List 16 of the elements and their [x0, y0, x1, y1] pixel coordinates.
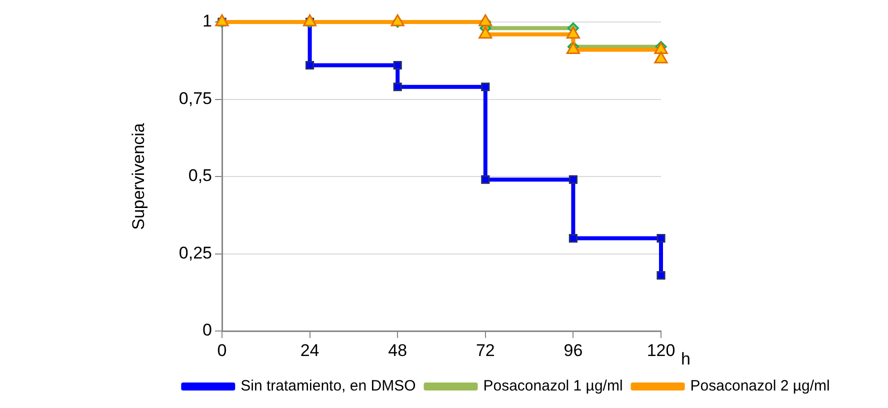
y-axis-title: Supervivencia	[128, 122, 148, 230]
x-tick-label: 24	[300, 340, 320, 360]
y-tick-label: 0	[202, 320, 212, 340]
y-tick-label: 0,75	[178, 88, 212, 108]
legend-label: Posaconazol 2 µg/ml	[690, 378, 830, 395]
x-tick-label: 0	[217, 340, 227, 360]
x-axis-title: h	[681, 350, 690, 369]
legend-label: Posaconazol 1 µg/ml	[483, 378, 623, 395]
legend-label: Sin tratamiento, en DMSO	[240, 378, 416, 395]
x-tick-label: 96	[564, 340, 583, 360]
y-tick-label: 1	[202, 12, 212, 31]
x-tick-label: 72	[476, 340, 495, 360]
x-tick-label: 48	[388, 340, 408, 360]
x-tick-label: 120	[646, 340, 676, 360]
y-tick-label: 0,25	[178, 243, 212, 262]
y-tick-label: 0,5	[188, 166, 212, 186]
